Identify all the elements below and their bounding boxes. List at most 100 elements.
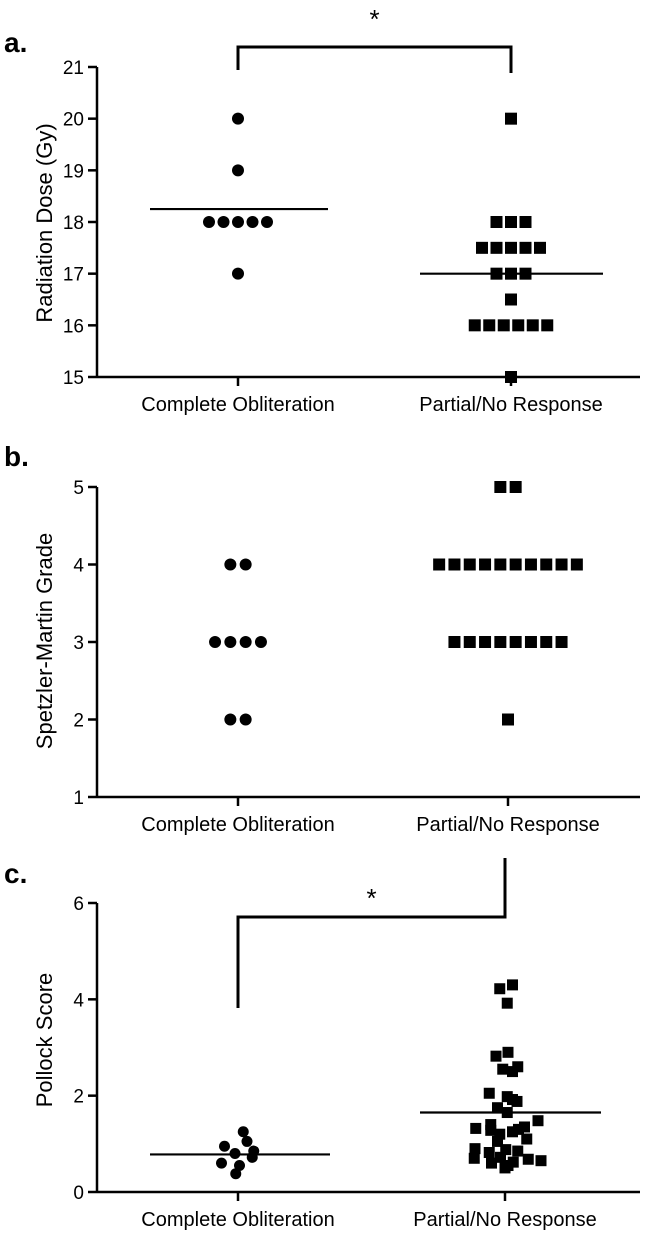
data-point: [261, 216, 273, 228]
data-point: [230, 1168, 242, 1180]
x-tick-label: Complete Obliteration: [141, 394, 334, 416]
data-point: [234, 1160, 245, 1172]
data-point: [534, 241, 546, 254]
data-point: [241, 1135, 253, 1147]
panel-c-significance: *: [236, 858, 507, 1008]
data-point: [483, 1087, 495, 1099]
y-tick-label: 20: [63, 110, 84, 131]
data-point: [217, 216, 230, 228]
data-point: [535, 1155, 547, 1167]
data-point: [224, 558, 237, 571]
data-point: [519, 216, 532, 228]
data-point: [500, 1144, 512, 1156]
data-point: [497, 1063, 509, 1075]
y-tick-label: 17: [63, 265, 84, 286]
y-tick-label: 18: [63, 213, 84, 234]
data-point: [512, 319, 525, 332]
panel-b-x-axis: Complete Obliteration Partial/No Response: [97, 795, 640, 836]
y-tick-label: 2: [73, 1087, 84, 1108]
data-point: [232, 216, 244, 228]
data-point: [479, 636, 492, 648]
data-point: [540, 636, 553, 648]
data-point: [521, 1133, 533, 1145]
data-point: [232, 267, 244, 280]
data-point: [492, 1135, 503, 1147]
panel-c-marks: [150, 979, 601, 1180]
data-point: [505, 241, 517, 254]
data-point: [494, 558, 507, 571]
panel-a: a. Radiation Dose (Gy) 15 16 17 18 19 20 21 Co…: [4, 4, 640, 416]
data-point: [209, 636, 222, 648]
data-point: [555, 558, 568, 571]
panel-a-marks: [150, 112, 603, 383]
data-point: [509, 636, 522, 648]
data-point: [246, 216, 259, 228]
panel-a-x-axis: Complete Obliteration Partial/No Response: [97, 375, 640, 416]
x-tick-label: Partial/No Response: [419, 394, 602, 416]
data-point: [433, 558, 446, 571]
x-tick-label: Complete Obliteration: [141, 1209, 334, 1231]
data-point: [463, 558, 476, 571]
data-point: [507, 1066, 518, 1078]
data-point: [505, 371, 517, 383]
data-point: [502, 1046, 514, 1058]
data-point: [479, 558, 492, 571]
data-point: [216, 1157, 227, 1169]
data-point: [524, 636, 537, 648]
y-tick-label: 16: [63, 316, 84, 337]
data-point: [483, 1147, 495, 1159]
data-point: [494, 636, 507, 648]
data-point: [494, 481, 507, 493]
data-point: [494, 983, 506, 995]
data-point: [541, 319, 554, 332]
data-point: [203, 216, 215, 228]
data-point: [507, 979, 518, 991]
data-point: [483, 319, 496, 332]
data-point: [502, 713, 514, 726]
panel-c: c. Pollock Score 0 2 4 6 Complete Obliterat…: [4, 858, 640, 1231]
y-tick-label: 15: [63, 368, 84, 389]
data-point: [512, 1145, 524, 1157]
x-tick-label: Partial/No Response: [413, 1209, 596, 1231]
data-point: [507, 1126, 518, 1138]
data-point: [540, 558, 553, 571]
data-point: [476, 241, 488, 254]
data-point: [237, 1126, 249, 1138]
significance-star: *: [369, 4, 379, 34]
data-point: [239, 713, 252, 726]
data-point: [232, 112, 244, 125]
data-point: [448, 636, 461, 648]
y-tick-label: 4: [73, 990, 84, 1011]
y-tick-label: 4: [73, 556, 84, 577]
panel-c-x-axis: Complete Obliteration Partial/No Response: [97, 1190, 640, 1231]
panel-a-y-axis-label: Radiation Dose (Gy): [32, 123, 57, 322]
data-point: [505, 112, 517, 125]
data-point: [485, 1119, 497, 1131]
y-tick-label: 5: [73, 478, 84, 499]
data-point: [495, 1151, 506, 1163]
data-point: [492, 1102, 503, 1114]
data-point: [490, 216, 503, 228]
data-point: [519, 241, 532, 254]
y-tick-label: 21: [63, 58, 84, 79]
data-point: [509, 558, 522, 571]
data-point: [513, 1123, 524, 1135]
data-point: [470, 1122, 482, 1134]
panel-b: b. Spetzler-Martin Grade 1 2 3 4 5 Complete …: [4, 441, 640, 836]
significance-bracket: [236, 858, 507, 1008]
data-point: [526, 319, 539, 332]
data-point: [494, 1128, 506, 1140]
panel-c-label: c.: [4, 858, 27, 889]
x-tick-label: Complete Obliteration: [141, 814, 334, 836]
significance-bracket: [236, 45, 513, 73]
data-point: [509, 481, 522, 493]
data-point: [490, 241, 503, 254]
data-point: [219, 1140, 230, 1152]
panel-b-marks: [209, 481, 583, 726]
y-tick-label: 2: [73, 711, 84, 732]
y-tick-label: 0: [73, 1183, 84, 1204]
data-point: [524, 558, 537, 571]
data-point: [505, 293, 517, 306]
data-point: [448, 558, 461, 571]
